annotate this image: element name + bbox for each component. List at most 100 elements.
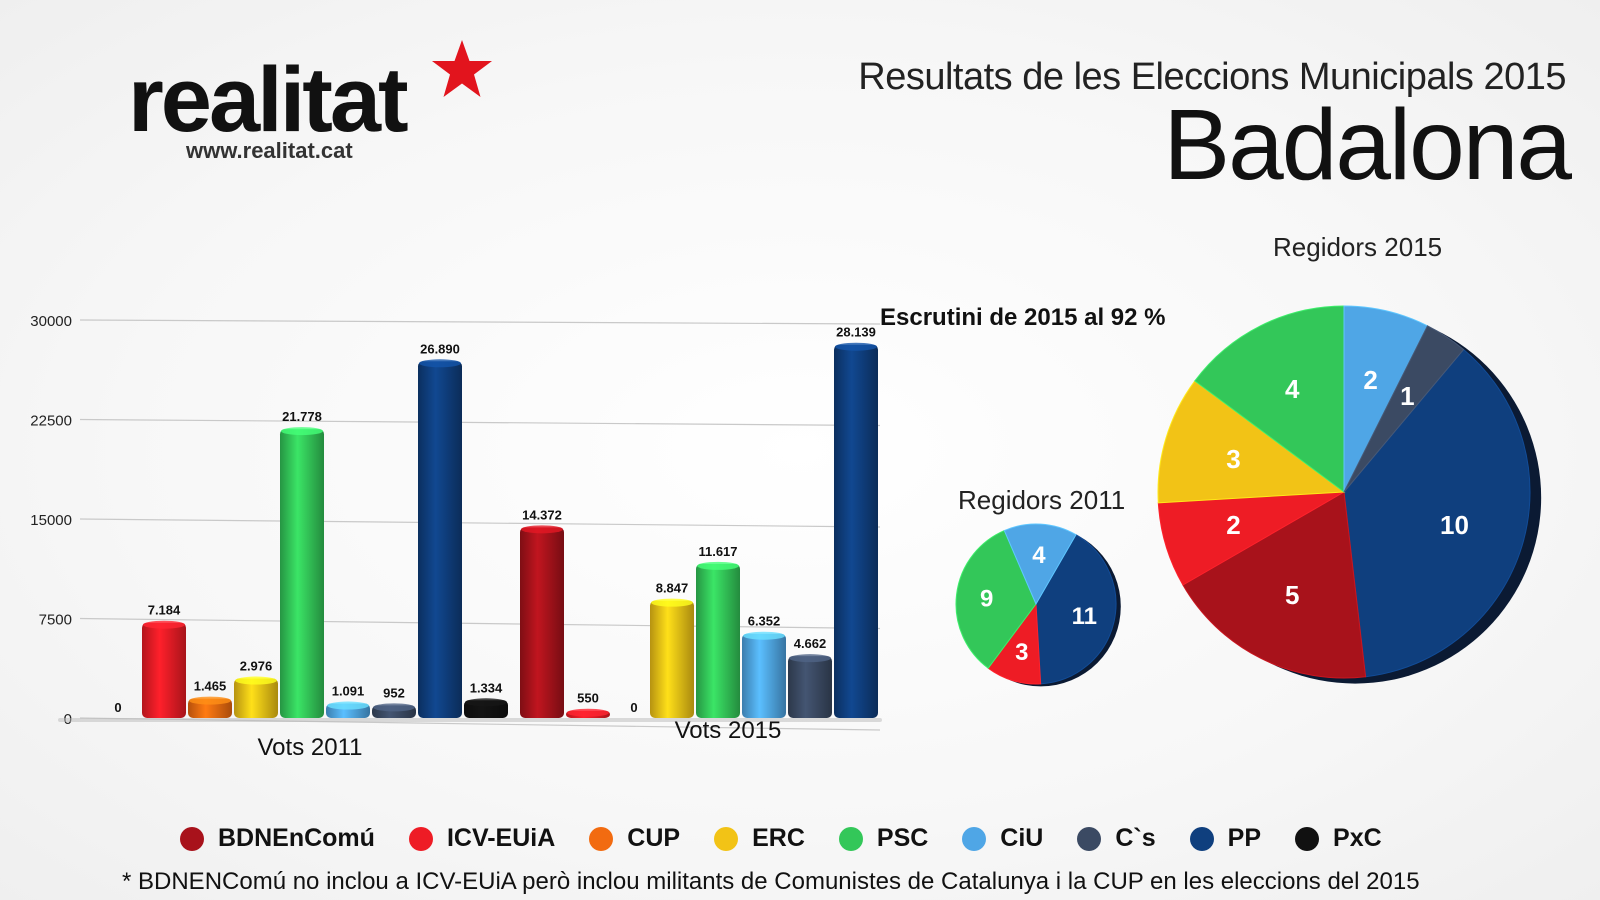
legend-item: BDNEnComú <box>180 824 375 853</box>
bar-top <box>189 696 231 705</box>
pie-2011-title: Regidors 2011 <box>958 485 1126 515</box>
data-label: 6.352 <box>748 614 781 629</box>
bar-top <box>419 359 461 368</box>
escrutini-note: Escrutini de 2015 al 92 % <box>880 304 1166 331</box>
logo-url[interactable]: www.realitat.cat <box>186 138 353 163</box>
legend-label: CiU <box>1000 824 1044 852</box>
data-label: 8.847 <box>656 581 689 596</box>
bar-psc-2011 <box>280 429 324 718</box>
legend-dot-icon <box>408 826 433 851</box>
legend: BDNEnComú ICV-EUiA CUP ERC PSC CiU C`s PP PxC <box>180 824 1382 853</box>
data-label: 11.617 <box>698 544 737 559</box>
pie-slice-psc <box>955 529 1037 669</box>
page-subtitle: Resultats de les Eleccions Municipals 20… <box>858 56 1566 98</box>
pie-slice-label: 2 <box>1226 510 1240 540</box>
bar-top <box>697 561 739 570</box>
data-label: 14.372 <box>522 507 562 522</box>
bar-top <box>235 676 277 685</box>
legend-dot-icon <box>962 826 987 851</box>
y-tick-label: 15000 <box>30 512 72 529</box>
legend-dot-icon <box>1189 826 1214 851</box>
legend-item: ERC <box>714 824 805 853</box>
legend-label: C`s <box>1115 824 1156 852</box>
bar-erc-2015 <box>650 600 694 718</box>
bar-top <box>835 342 877 351</box>
data-label: 28.139 <box>836 325 876 340</box>
bar-top <box>327 701 369 710</box>
y-gridline <box>79 319 881 325</box>
pie-slice-pp <box>1343 348 1531 678</box>
bar-ciu-2015 <box>742 633 786 718</box>
pie-slice-pp <box>1035 534 1117 685</box>
legend-dot-icon <box>714 826 739 851</box>
pie-2015-title: Regidors 2015 <box>1273 232 1443 262</box>
data-label: 1.334 <box>470 680 503 695</box>
pie-slice-label: 4 <box>1032 542 1046 569</box>
bar-cs-2015 <box>788 656 832 718</box>
x-category-label: Vots 2011 <box>258 734 363 761</box>
data-label: 952 <box>383 685 405 700</box>
legend-label: PP <box>1227 824 1262 852</box>
data-label: 1.465 <box>194 679 227 694</box>
pie-slice-label: 9 <box>980 586 993 613</box>
x-category-label: Vots 2015 <box>675 717 782 744</box>
bar-top <box>143 620 185 629</box>
pie-slice-erc <box>1157 380 1346 504</box>
bar-psc-2015 <box>696 563 740 718</box>
y-gridline <box>79 418 881 427</box>
legend-dot-icon <box>180 826 204 851</box>
pie-slice-bdnencom <box>1182 491 1367 679</box>
y-tick-label: 30000 <box>30 313 72 330</box>
pie-slice-label: 2 <box>1363 365 1377 395</box>
page-title: Badalona <box>1163 89 1572 201</box>
pie-slice-label: 4 <box>1285 374 1300 404</box>
data-label: 2.976 <box>240 659 273 674</box>
bar-top <box>567 708 609 717</box>
legend-item: PP <box>1189 824 1262 853</box>
legend-dot-icon <box>589 826 614 851</box>
pie-slice-label: 10 <box>1440 510 1469 540</box>
data-label: 0 <box>114 700 121 715</box>
y-tick-label: 22500 <box>30 413 72 430</box>
pie-slice-label: 3 <box>1226 444 1240 474</box>
pie-slice-label: 1 <box>1400 381 1414 411</box>
pie-slice-ciu <box>1003 523 1077 606</box>
y-gridline <box>79 518 881 528</box>
star-icon <box>432 40 492 97</box>
pie-slice-label: 11 <box>1072 603 1097 630</box>
bar-pp-2011 <box>418 361 462 718</box>
bar-top <box>281 427 323 436</box>
data-label: 21.778 <box>282 409 322 424</box>
pie-slice-label: 3 <box>1015 639 1028 666</box>
legend-label: CUP <box>627 824 681 852</box>
legend-label: BDNEnComú <box>218 824 375 852</box>
data-label: 1.091 <box>332 684 365 699</box>
legend-item: C`s <box>1077 824 1156 853</box>
bar-pp-2015 <box>834 344 878 718</box>
bar-icveuia-2011 <box>142 622 186 718</box>
data-label: 7.184 <box>148 603 181 618</box>
pie-slice-label: 5 <box>1285 580 1299 610</box>
legend-item: PSC <box>838 824 928 853</box>
data-label: 26.890 <box>420 341 460 356</box>
data-label: 550 <box>577 691 599 706</box>
bar-top <box>789 654 831 663</box>
logo-wordmark: realitat <box>128 49 409 151</box>
legend-label: ICV-EUiA <box>446 824 556 852</box>
bar-top <box>651 598 693 607</box>
bar-top <box>521 525 563 534</box>
legend-dot-icon <box>838 826 863 851</box>
bar-bdnencom-2015 <box>520 527 564 718</box>
legend-item: PxC <box>1295 824 1382 853</box>
legend-item: CUP <box>589 824 680 853</box>
legend-dot-icon <box>1295 826 1320 851</box>
legend-label: ERC <box>752 824 805 852</box>
legend-item: ICV-EUiA <box>408 824 556 853</box>
pie-slice-cs <box>1343 325 1465 493</box>
data-label: 4.662 <box>794 636 827 651</box>
y-tick-label: 7500 <box>39 612 72 629</box>
y-gridline <box>79 617 881 630</box>
bar-top <box>465 698 507 707</box>
